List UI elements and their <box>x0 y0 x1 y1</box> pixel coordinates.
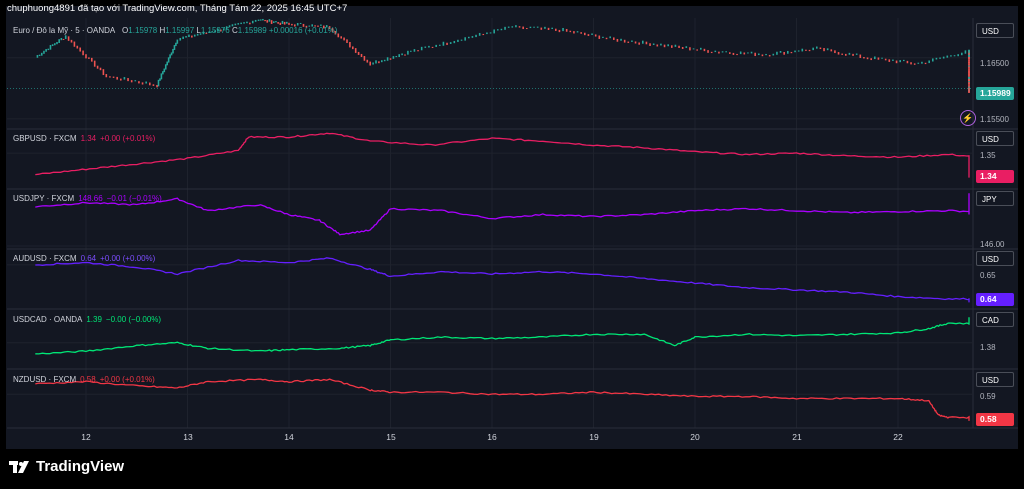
ytick-gbpusd-0: 1.35 <box>980 151 996 160</box>
ohlc-high-label: H <box>159 26 166 35</box>
xtick-19: 19 <box>589 432 599 442</box>
ohlc-open-label: O <box>122 26 129 35</box>
lightning-icon[interactable]: ⚡ <box>960 110 976 126</box>
legend-gbpusd-title: GBPUSD · FXCM <box>13 134 77 143</box>
xtick-21: 21 <box>792 432 802 442</box>
unit-badge-audusd[interactable]: USD <box>976 251 1014 266</box>
legend-nzdusd-change: +0.00 (+0.01%) <box>99 375 155 384</box>
brand-name: TradingView <box>36 458 125 475</box>
legend-usdjpy-change: −0.01 (−0.01%) <box>106 194 162 203</box>
chart-frame[interactable] <box>6 6 1018 449</box>
xtick-14: 14 <box>284 432 294 442</box>
unit-badge-usdjpy[interactable]: JPY <box>976 191 1014 206</box>
last-price-eurusd: 1.15989 <box>976 87 1014 100</box>
tradingview-logo-icon <box>9 460 29 473</box>
xtick-22: 22 <box>893 432 903 442</box>
legend-audusd-change: +0.00 (+0.00%) <box>100 254 156 263</box>
last-price-gbpusd: 1.34 <box>976 170 1014 183</box>
legend-usdjpy-value: 148.66 <box>78 194 103 203</box>
legend-eurusd[interactable]: Euro / Đô la Mỹ · 5 · OANDA O1.15978 H1.… <box>13 26 337 35</box>
series-line-usdcad <box>35 317 970 355</box>
ohlc-high-value: 1.15997 <box>165 26 195 35</box>
legend-gbpusd-value: 1.34 <box>80 134 97 143</box>
series-line-audusd <box>35 257 970 303</box>
legend-eurusd-title: Euro / Đô la Mỹ · 5 · OANDA <box>13 26 115 35</box>
ytick-usdcad-0: 1.38 <box>980 343 996 352</box>
series-line-nzdusd <box>35 378 970 421</box>
unit-badge-eurusd[interactable]: USD <box>976 23 1014 38</box>
legend-audusd-value: 0.64 <box>80 254 97 263</box>
xtick-13: 13 <box>183 432 193 442</box>
ytick-usdjpy-0: 146.00 <box>980 240 1005 249</box>
ohlc-low-value: 1.15976 <box>200 26 230 35</box>
xtick-15: 15 <box>386 432 396 442</box>
legend-usdjpy-title: USDJPY · FXCM <box>13 194 75 203</box>
series-line-gbpusd <box>35 132 970 178</box>
unit-badge-nzdusd[interactable]: USD <box>976 372 1014 387</box>
ohlc-low-label: L <box>196 26 201 35</box>
legend-audusd[interactable]: AUDUSD · FXCM 0.64 +0.00 (+0.00%) <box>13 254 155 263</box>
unit-badge-gbpusd[interactable]: USD <box>976 131 1014 146</box>
legend-usdcad-value: 1.39 <box>86 315 102 324</box>
legend-nzdusd-title: NZDUSD · FXCM <box>13 375 77 384</box>
tradingview-brand[interactable]: TradingView <box>9 458 124 475</box>
legend-usdjpy[interactable]: USDJPY · FXCM 148.66 −0.01 (−0.01%) <box>13 194 162 203</box>
ytick-nzdusd-0: 0.59 <box>980 392 996 401</box>
legend-gbpusd[interactable]: GBPUSD · FXCM 1.34 +0.00 (+0.01%) <box>13 134 155 143</box>
ohlc-close-label: C <box>231 26 238 35</box>
ytick-eurusd-1: 1.15500 <box>980 115 1009 124</box>
ohlc-open-value: 1.15978 <box>128 26 158 35</box>
ohlc-change: +0.00016 (+0.01%) <box>268 26 338 35</box>
xtick-20: 20 <box>690 432 700 442</box>
last-price-audusd: 0.64 <box>976 293 1014 306</box>
xtick-12: 12 <box>81 432 91 442</box>
legend-usdcad[interactable]: USDCAD · OANDA 1.39 −0.00 (−0.00%) <box>13 315 161 324</box>
legend-usdcad-change: −0.00 (−0.00%) <box>105 315 162 324</box>
legend-usdcad-title: USDCAD · OANDA <box>13 315 83 324</box>
ytick-eurusd-0: 1.16500 <box>980 59 1009 68</box>
legend-gbpusd-change: +0.00 (+0.01%) <box>100 134 156 143</box>
xtick-16: 16 <box>487 432 497 442</box>
unit-badge-usdcad[interactable]: CAD <box>976 312 1014 327</box>
chart-header: chuphuong4891 đã tạo với TradingView.com… <box>7 3 348 14</box>
last-price-nzdusd: 0.58 <box>976 413 1014 426</box>
legend-audusd-title: AUDUSD · FXCM <box>13 254 77 263</box>
series-line-usdjpy <box>35 193 970 236</box>
ytick-audusd-0: 0.65 <box>980 271 996 280</box>
legend-nzdusd-value: 0.58 <box>80 375 96 384</box>
ohlc-close-value: 1.15989 <box>237 26 267 35</box>
legend-nzdusd[interactable]: NZDUSD · FXCM 0.58 +0.00 (+0.01%) <box>13 375 155 384</box>
